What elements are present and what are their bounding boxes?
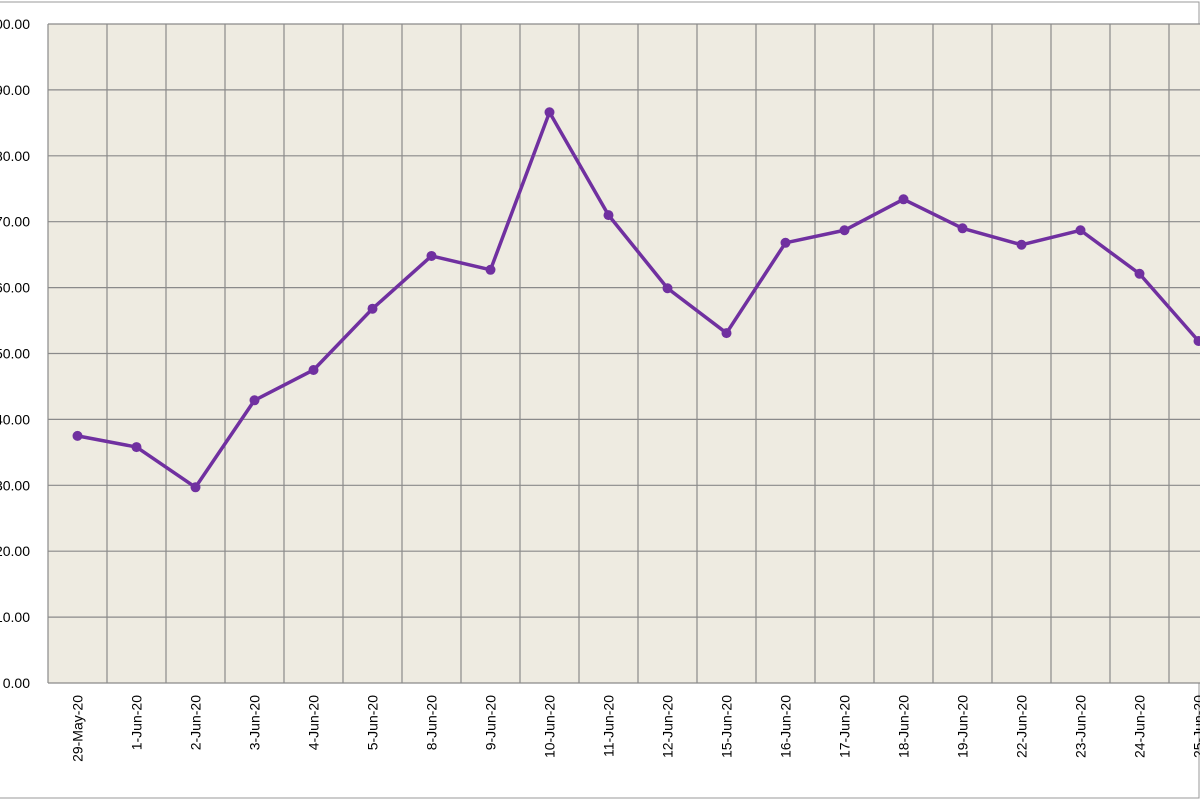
- y-tick-label: 90.00: [0, 82, 30, 98]
- x-tick-label: 5-Jun-20: [365, 695, 381, 750]
- x-tick-label: 12-Jun-20: [660, 695, 676, 758]
- data-point: [1134, 268, 1145, 279]
- data-point: [1075, 225, 1086, 236]
- data-point: [426, 250, 437, 261]
- data-point: [190, 482, 201, 493]
- data-point: [898, 194, 909, 205]
- x-tick-label: 11-Jun-20: [601, 695, 617, 757]
- x-tick-label: 23-Jun-20: [1073, 695, 1089, 758]
- data-point: [957, 223, 968, 234]
- x-tick-label: 24-Jun-20: [1132, 695, 1148, 758]
- data-point: [839, 225, 850, 236]
- y-tick-label: 30.00: [0, 477, 30, 493]
- data-point: [544, 107, 555, 118]
- x-tick-label: 16-Jun-20: [778, 695, 794, 758]
- data-line: [77, 110, 1200, 490]
- y-tick-label: 10.00: [0, 609, 30, 625]
- data-point: [249, 395, 260, 406]
- x-tick-label: 19-Jun-20: [955, 695, 971, 758]
- x-tick-label: 17-Jun-20: [837, 695, 853, 758]
- y-tick-label: 40.00: [0, 411, 30, 427]
- x-tick-label: 9-Jun-20: [483, 695, 499, 750]
- x-tick-label: 4-Jun-20: [306, 695, 322, 750]
- data-point: [131, 442, 142, 453]
- x-tick-label: 15-Jun-20: [719, 695, 735, 758]
- data-point: [780, 237, 791, 248]
- x-tick-label: 22-Jun-20: [1014, 695, 1030, 758]
- data-point: [603, 210, 614, 221]
- x-tick-label: 18-Jun-20: [896, 695, 912, 758]
- y-tick-label: 70.00: [0, 214, 30, 230]
- data-point: [72, 430, 83, 441]
- x-tick-label: 25-Jun-20: [1191, 695, 1200, 758]
- x-tick-label: 29-May-20: [70, 695, 86, 762]
- y-tick-label: 100.00: [0, 16, 30, 32]
- x-tick-label: 8-Jun-20: [424, 695, 440, 750]
- data-point: [485, 264, 496, 275]
- data-point: [721, 328, 732, 339]
- x-tick-label: 2-Jun-20: [188, 695, 204, 750]
- x-tick-label: 3-Jun-20: [247, 695, 263, 750]
- y-tick-label: 80.00: [0, 148, 30, 164]
- data-point: [662, 283, 673, 294]
- y-tick-label: 60.00: [0, 280, 30, 296]
- y-tick-label: 0.00: [3, 675, 30, 691]
- data-point: [1016, 239, 1027, 250]
- y-tick-label: 20.00: [0, 543, 30, 559]
- x-tick-label: 10-Jun-20: [542, 695, 558, 758]
- x-tick-label: 1-Jun-20: [129, 695, 145, 750]
- data-point: [308, 364, 319, 375]
- y-tick-label: 50.00: [0, 346, 30, 362]
- data-point: [367, 303, 378, 314]
- data-point: [1193, 335, 1200, 346]
